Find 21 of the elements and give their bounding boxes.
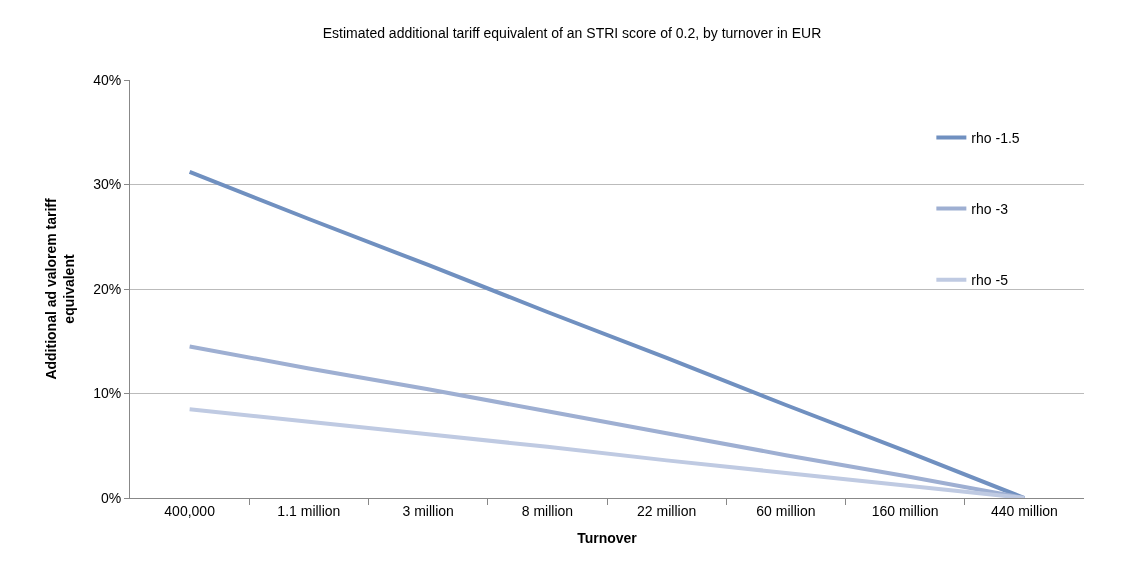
y-axis-title: Additional ad valorem tariff equivalent [42,198,77,380]
y-tick-label: 0% [100,489,122,506]
legend-label: rho -3 [971,201,1009,218]
x-tick-label: 3 million [402,502,454,519]
y-tick-label: 30% [93,176,122,193]
x-tick-label: 400,000 [164,502,216,519]
x-tick-label: 60 million [756,502,816,519]
line-series [187,169,1027,498]
line-series [187,407,1027,498]
y-tick-label: 10% [93,385,122,402]
x-axis-title: Turnover [577,530,638,547]
legend-label: rho -5 [971,272,1009,289]
x-tick-label: 22 million [637,502,697,519]
x-tick-label: 1.1 million [277,502,341,519]
legend-label: rho -1.5 [971,129,1020,146]
x-tick-label: 440 million [990,502,1058,519]
y-tick-label: 40% [93,71,122,88]
x-tick-label: 160 million [871,502,939,519]
y-tick-label: 20% [93,280,122,297]
chart-title: Estimated additional tariff equivalent of an STRI score of 0.2, by turnover in EUR [322,25,822,42]
x-tick-label: 8 million [521,502,574,519]
